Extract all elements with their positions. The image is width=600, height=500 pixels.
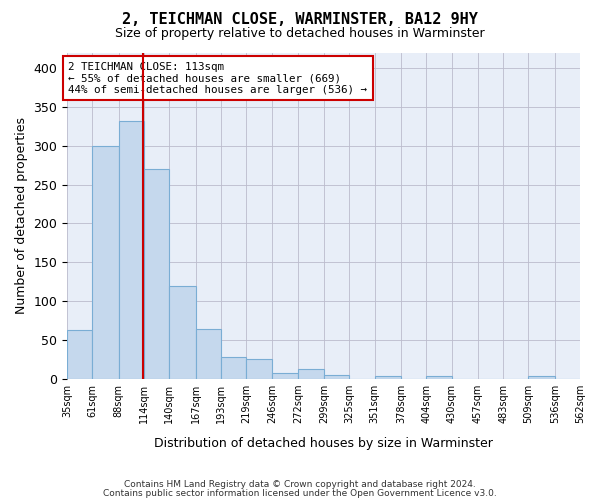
Text: Contains HM Land Registry data © Crown copyright and database right 2024.: Contains HM Land Registry data © Crown c… [124,480,476,489]
Bar [426,376,452,379]
Bar [246,360,272,379]
Bar [298,370,324,379]
X-axis label: Distribution of detached houses by size in Warminster: Distribution of detached houses by size … [154,437,493,450]
Bar [374,376,401,379]
Text: Contains public sector information licensed under the Open Government Licence v3: Contains public sector information licen… [103,488,497,498]
Bar [67,330,92,379]
Bar [169,286,196,379]
Bar [119,121,144,379]
Y-axis label: Number of detached properties: Number of detached properties [15,117,28,314]
Bar [324,375,349,379]
Bar [272,372,298,379]
Bar [196,329,221,379]
Bar [92,146,119,379]
Text: 2 TEICHMAN CLOSE: 113sqm
← 55% of detached houses are smaller (669)
44% of semi-: 2 TEICHMAN CLOSE: 113sqm ← 55% of detach… [68,62,367,95]
Text: Size of property relative to detached houses in Warminster: Size of property relative to detached ho… [115,28,485,40]
Bar [529,376,554,379]
Bar [144,169,169,379]
Text: 2, TEICHMAN CLOSE, WARMINSTER, BA12 9HY: 2, TEICHMAN CLOSE, WARMINSTER, BA12 9HY [122,12,478,28]
Bar [221,357,246,379]
